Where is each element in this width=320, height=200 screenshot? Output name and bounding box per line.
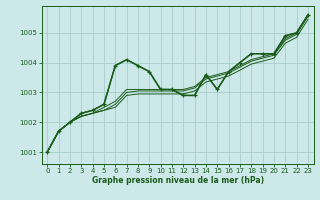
- X-axis label: Graphe pression niveau de la mer (hPa): Graphe pression niveau de la mer (hPa): [92, 176, 264, 185]
